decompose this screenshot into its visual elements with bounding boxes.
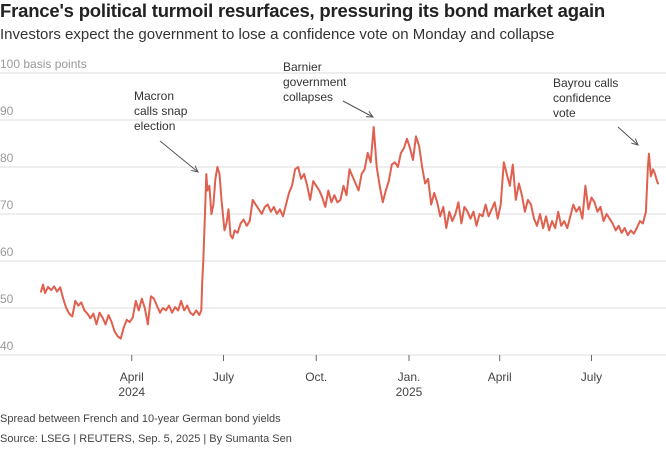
x-tick-label: April bbox=[488, 370, 512, 384]
grid-lines bbox=[0, 72, 666, 356]
annotation-arrowhead-bayrou bbox=[631, 138, 639, 146]
annotation-snap: Macron calls snap election bbox=[134, 89, 188, 133]
chart-note: Spread between French and 10-year German… bbox=[0, 413, 281, 425]
y-tick-label: 70 bbox=[0, 198, 14, 212]
chart-subtitle: Investors expect the government to lose … bbox=[0, 26, 555, 43]
x-tick-label: Jan. bbox=[398, 370, 421, 384]
y-tick-label: 60 bbox=[0, 245, 14, 259]
x-tick-label: July bbox=[581, 370, 602, 384]
y-axis: 100 basis points 90 80 70 60 50 40 bbox=[0, 57, 87, 353]
x-tick-label: Oct. bbox=[305, 370, 327, 384]
y-tick-label: 90 bbox=[0, 104, 14, 118]
y-tick-label: 80 bbox=[0, 151, 14, 165]
annotation-arrow-bayrou bbox=[617, 126, 639, 146]
annotation-arrow-snap bbox=[159, 140, 199, 173]
x-tick-label: July bbox=[213, 370, 234, 384]
annotation-arrowhead-snap bbox=[191, 165, 199, 173]
source-line: Source: LSEG | REUTERS, Sep. 5, 2025 | B… bbox=[0, 433, 292, 445]
chart-title: France's political turmoil resurfaces, p… bbox=[0, 0, 605, 21]
series-layer bbox=[40, 126, 659, 340]
x-tick-label: April bbox=[120, 370, 144, 384]
x-tick-year-label: 2025 bbox=[396, 385, 423, 399]
spread-series-line bbox=[40, 126, 659, 340]
annotation-barnier: Barnier government collapses bbox=[283, 60, 347, 104]
y-tick-label: 100 basis points bbox=[0, 57, 87, 71]
annotation-bayrou: Bayrou calls confidence vote bbox=[553, 76, 618, 120]
annotation-arrow-barnier bbox=[342, 100, 374, 118]
x-tick-year-label: 2024 bbox=[118, 385, 145, 399]
y-tick-label: 50 bbox=[0, 292, 14, 306]
annotation-layer: Macron calls snap election Barnier governmen… bbox=[134, 60, 639, 173]
y-tick-label: 40 bbox=[0, 339, 14, 353]
annotation-arrowhead-barnier bbox=[365, 111, 375, 118]
